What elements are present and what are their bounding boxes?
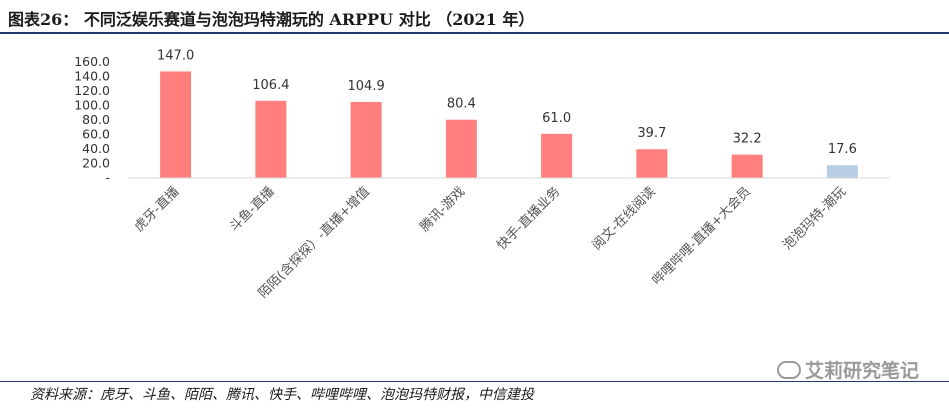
data-label: 106.4 <box>252 78 289 93</box>
data-label: 32.2 <box>733 132 762 147</box>
y-tick-label: 100.0 <box>74 98 110 113</box>
top-rule <box>0 32 949 34</box>
x-tick-label: 虎牙-直播 <box>132 184 183 235</box>
x-tick-label: 斗鱼-直播 <box>226 184 277 235</box>
source-note: 资料来源：虎牙、斗鱼、陌陌、腾讯、快手、哔哩哔哩、泡泡玛特财报，中信建投 <box>30 387 534 403</box>
bottom-rule <box>0 381 949 382</box>
x-tick-label: 腾讯-游戏 <box>417 184 468 235</box>
x-tick-label: 泡泡玛特-潮玩 <box>780 184 849 253</box>
data-label: 104.9 <box>348 79 385 94</box>
bar <box>731 154 763 178</box>
x-tick-label: 快手-直播业务 <box>494 184 564 254</box>
bar <box>350 101 382 178</box>
bar <box>445 119 477 178</box>
wechat-icon <box>776 361 801 379</box>
y-tick-label: - <box>105 170 110 185</box>
data-label: 147.0 <box>157 48 194 63</box>
data-label: 80.4 <box>447 97 476 112</box>
y-tick-label: 120.0 <box>74 83 110 98</box>
x-tick-label: 哔哩哔哩-直播+大会员 <box>650 184 754 288</box>
data-label-group: 147.0 106.4 104.9 80.4 61.0 39.7 32.2 17.6 <box>157 48 857 157</box>
bar-series <box>160 71 858 178</box>
x-tick-label: 陌陌(含探探）-直播+增值 <box>255 184 373 302</box>
data-label: 61.0 <box>542 111 571 126</box>
y-tick-label: 20.0 <box>82 156 110 171</box>
watermark: 艾莉研究笔记 <box>776 356 919 383</box>
y-tick-label: 140.0 <box>74 69 110 84</box>
bar <box>541 133 573 178</box>
y-tick-label: 160.0 <box>74 54 110 69</box>
bar <box>636 149 668 178</box>
y-tick-label: 40.0 <box>82 141 110 156</box>
y-tick-label: 60.0 <box>82 127 110 142</box>
watermark-text: 艾莉研究笔记 <box>804 360 919 382</box>
bar <box>255 100 287 178</box>
data-label: 39.7 <box>637 126 666 141</box>
bar <box>160 71 192 178</box>
x-tick-label: 阅文-在线阅读 <box>590 184 659 253</box>
y-tick-label: 80.0 <box>82 112 110 127</box>
bar <box>826 165 858 178</box>
data-label: 17.6 <box>828 142 857 157</box>
chart-figure-title: 图表26： 不同泛娱乐赛道与泡泡玛特潮玩的 ARPPU 对比 （2021 年） <box>8 10 535 29</box>
